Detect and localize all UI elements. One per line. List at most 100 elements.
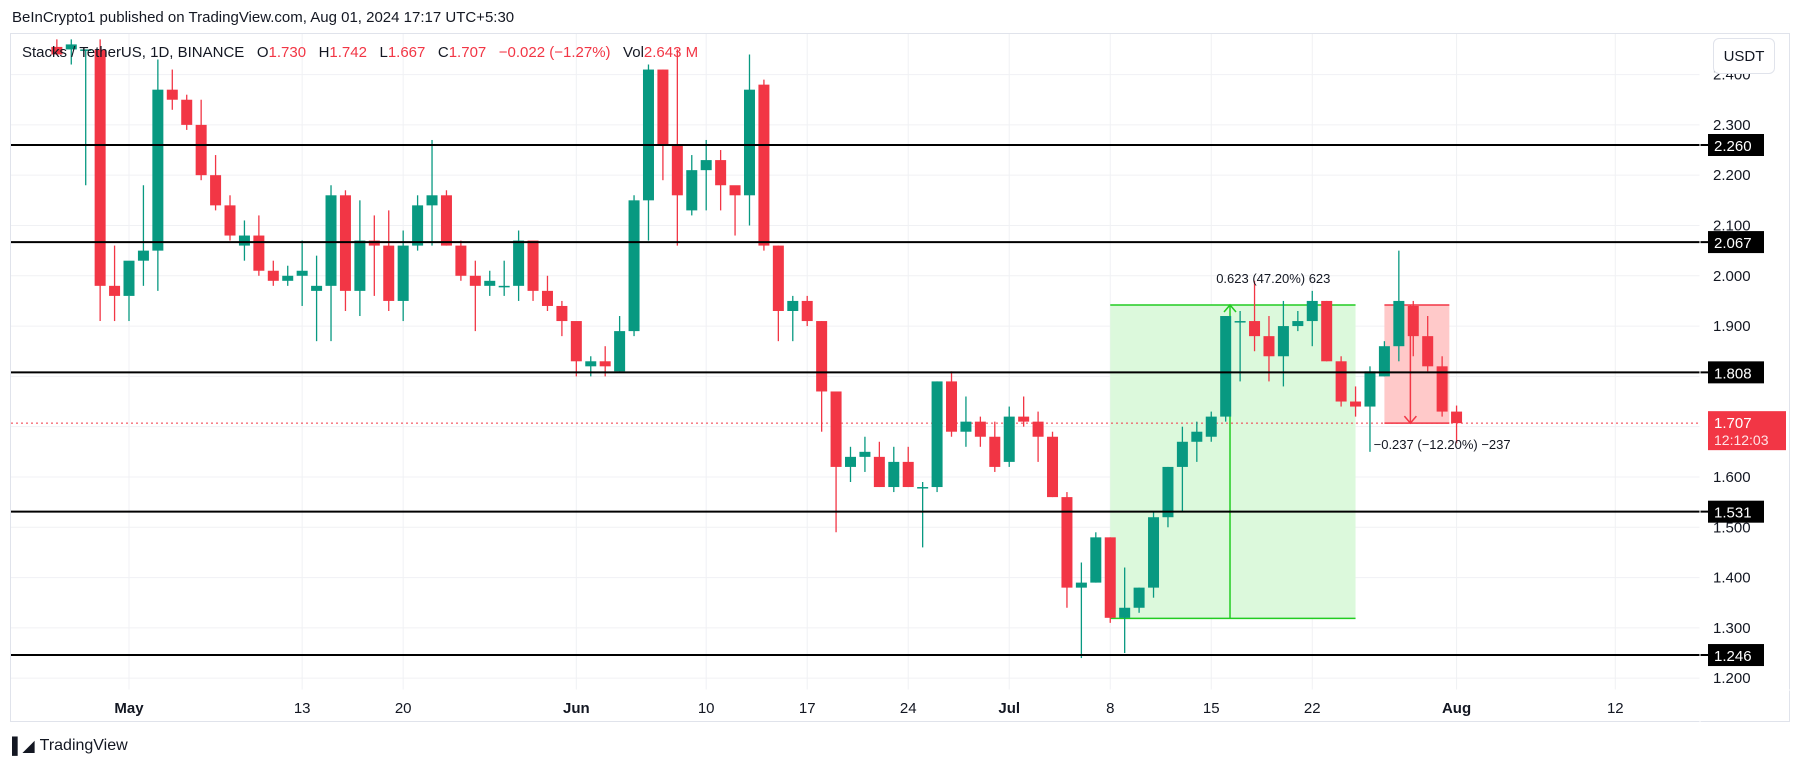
bullish-candle[interactable] (498, 260, 510, 296)
bullish-candle[interactable] (1191, 421, 1203, 462)
bullish-candle[interactable] (1393, 250, 1405, 362)
bearish-candle[interactable] (1451, 405, 1463, 444)
bearish-candle[interactable] (873, 441, 885, 488)
bullish-candle[interactable] (325, 185, 337, 342)
bullish-candle[interactable] (859, 436, 871, 472)
bearish-candle[interactable] (224, 195, 236, 241)
bullish-candle[interactable] (1003, 406, 1015, 467)
bearish-candle[interactable] (253, 215, 265, 276)
bullish-candle[interactable] (1220, 316, 1232, 422)
bullish-candle[interactable] (354, 200, 366, 317)
bearish-candle[interactable] (339, 190, 351, 311)
bullish-candle[interactable] (1162, 466, 1174, 528)
bullish-candle[interactable] (628, 195, 640, 337)
bearish-candle[interactable] (974, 416, 986, 447)
bearish-candle[interactable] (657, 69, 669, 181)
long-position-box[interactable] (1110, 304, 1356, 619)
bullish-candle[interactable] (137, 185, 149, 286)
bullish-candle[interactable] (1378, 341, 1390, 377)
bullish-candle[interactable] (238, 220, 250, 261)
bearish-candle[interactable] (1422, 316, 1434, 372)
bearish-candle[interactable] (267, 260, 279, 286)
bearish-candle[interactable] (210, 155, 222, 211)
bearish-candle[interactable] (1047, 431, 1059, 498)
bullish-candle[interactable] (845, 446, 856, 483)
bullish-candle[interactable] (1234, 310, 1246, 382)
bearish-candle[interactable] (109, 245, 121, 322)
bearish-candle[interactable] (570, 321, 582, 377)
bearish-candle[interactable] (758, 79, 770, 251)
bullish-candle[interactable] (311, 255, 323, 342)
bullish-candle[interactable] (686, 155, 698, 216)
bullish-candle[interactable] (1292, 310, 1304, 332)
bullish-candle[interactable] (1176, 426, 1188, 513)
bullish-candle[interactable] (931, 381, 943, 493)
bearish-candle[interactable] (527, 240, 539, 301)
bearish-candle[interactable] (946, 371, 958, 437)
bullish-candle[interactable] (888, 446, 900, 493)
bearish-candle[interactable] (989, 421, 1001, 472)
bearish-candle[interactable] (1436, 356, 1448, 417)
currency-button[interactable]: USDT (1713, 38, 1775, 74)
bearish-candle[interactable] (715, 150, 727, 211)
bullish-candle[interactable] (296, 240, 308, 306)
bullish-candle[interactable] (152, 59, 164, 291)
bearish-candle[interactable] (195, 99, 207, 181)
symbol-title[interactable]: Stacks / TetherUS, 1D, BINANCE (22, 44, 245, 61)
bearish-candle[interactable] (1032, 411, 1044, 462)
bearish-candle[interactable] (1018, 396, 1030, 427)
bullish-candle[interactable] (1364, 366, 1376, 452)
bearish-candle[interactable] (181, 94, 193, 130)
bearish-candle[interactable] (51, 39, 63, 55)
bearish-candle[interactable] (729, 185, 741, 236)
bullish-candle[interactable] (1075, 562, 1087, 659)
tradingview-brand[interactable]: TradingView (39, 737, 128, 754)
bearish-candle[interactable] (816, 321, 828, 432)
bullish-candle[interactable] (426, 139, 438, 246)
bearish-candle[interactable] (801, 295, 813, 327)
bearish-candle[interactable] (556, 300, 568, 337)
bullish-candle[interactable] (960, 396, 972, 447)
bullish-candle[interactable] (282, 265, 294, 286)
bullish-candle[interactable] (700, 139, 712, 211)
bearish-candle[interactable] (830, 391, 842, 533)
bullish-candle[interactable] (1133, 587, 1145, 613)
bullish-candle[interactable] (614, 316, 626, 372)
bullish-candle[interactable] (1090, 532, 1102, 583)
bearish-candle[interactable] (94, 39, 106, 322)
bearish-candle[interactable] (1407, 300, 1419, 357)
bearish-candle[interactable] (455, 240, 467, 281)
bearish-candle[interactable] (541, 275, 553, 311)
bullish-candle[interactable] (917, 482, 929, 548)
bearish-candle[interactable] (1321, 300, 1333, 362)
bearish-candle[interactable] (902, 446, 914, 488)
bearish-candle[interactable] (599, 346, 611, 377)
bullish-candle[interactable] (642, 64, 654, 241)
bullish-candle[interactable] (743, 54, 755, 226)
bullish-candle[interactable] (513, 230, 525, 301)
plot-area[interactable] (11, 34, 1700, 690)
bullish-candle[interactable] (585, 356, 597, 377)
bullish-candle[interactable] (80, 49, 92, 186)
bullish-candle[interactable] (1306, 290, 1318, 347)
bearish-candle[interactable] (166, 69, 178, 110)
bullish-candle[interactable] (1148, 512, 1160, 598)
bullish-candle[interactable] (484, 270, 496, 296)
bearish-candle[interactable] (772, 245, 784, 342)
bearish-candle[interactable] (1335, 356, 1347, 407)
bullish-candle[interactable] (397, 230, 409, 322)
bullish-candle[interactable] (1205, 411, 1217, 442)
bullish-candle[interactable] (65, 39, 77, 65)
bullish-candle[interactable] (787, 295, 799, 342)
bearish-candle[interactable] (383, 210, 395, 311)
bearish-candle[interactable] (440, 190, 452, 246)
bearish-candle[interactable] (1350, 386, 1362, 417)
bearish-candle[interactable] (1061, 492, 1073, 608)
bearish-candle[interactable] (1104, 537, 1116, 623)
bearish-candle[interactable] (1249, 280, 1261, 352)
bearish-candle[interactable] (368, 215, 380, 296)
bearish-candle[interactable] (1263, 316, 1275, 382)
bullish-candle[interactable] (1119, 567, 1131, 654)
bullish-candle[interactable] (123, 260, 135, 322)
